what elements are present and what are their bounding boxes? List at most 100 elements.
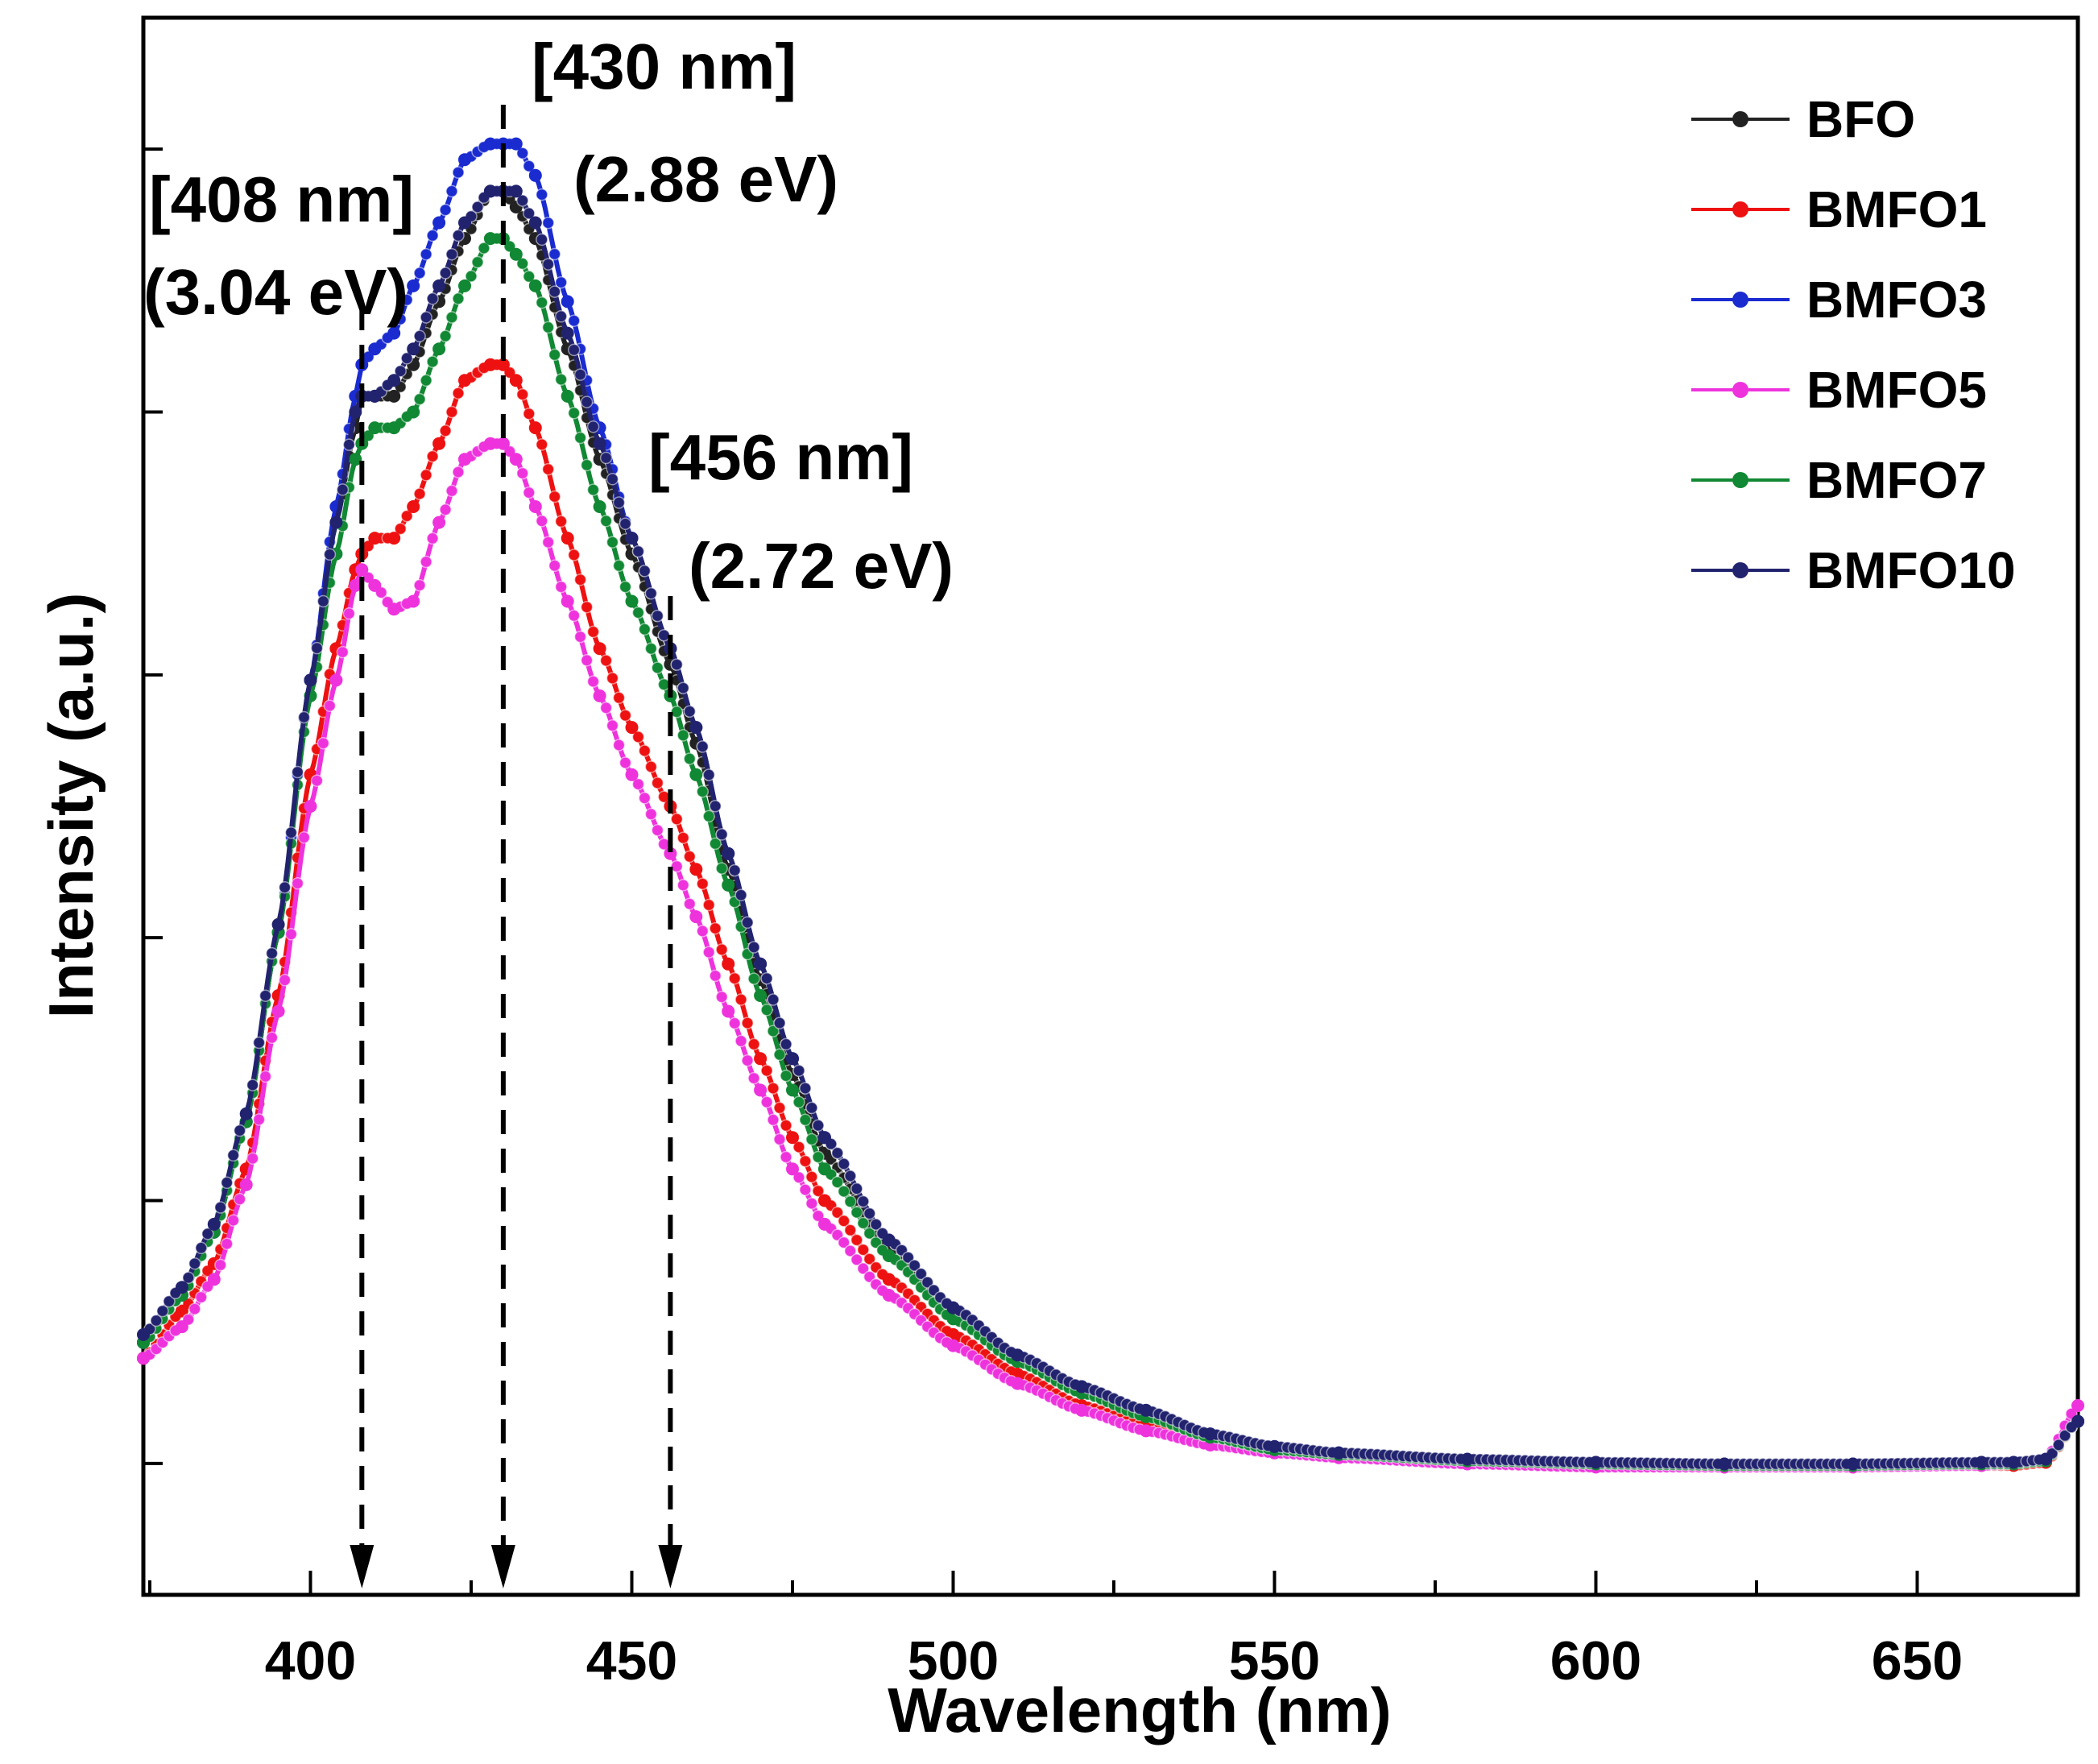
data-point xyxy=(593,500,606,513)
data-point xyxy=(226,1214,240,1227)
data-point xyxy=(458,453,471,466)
data-point xyxy=(387,532,401,545)
data-point xyxy=(741,1017,754,1029)
data-point xyxy=(2071,1399,2084,1412)
data-point xyxy=(914,1267,928,1281)
annotation-arrows xyxy=(350,105,683,1588)
data-point xyxy=(619,709,632,722)
data-point xyxy=(548,247,561,261)
data-point xyxy=(458,153,471,167)
data-point xyxy=(413,329,426,343)
data-point xyxy=(420,311,432,324)
data-point xyxy=(509,137,523,151)
data-point xyxy=(767,1082,780,1095)
x-tick-label: 550 xyxy=(1229,1630,1320,1692)
data-point xyxy=(586,625,600,639)
data-point xyxy=(728,1017,741,1030)
data-point xyxy=(400,352,413,365)
x-axis-title: Wavelength (nm) xyxy=(888,1675,1391,1745)
data-point xyxy=(908,1259,921,1272)
legend-label: BMFO5 xyxy=(1806,361,1987,419)
data-point xyxy=(593,689,606,702)
data-point xyxy=(857,1243,870,1257)
data-point xyxy=(536,233,548,246)
data-point xyxy=(817,1194,831,1207)
data-point xyxy=(452,387,465,400)
data-point xyxy=(805,1133,818,1146)
data-point xyxy=(683,752,697,765)
data-point xyxy=(226,1149,240,1162)
data-point xyxy=(857,1216,870,1230)
data-point xyxy=(722,957,735,971)
data-point xyxy=(291,765,304,779)
data-point xyxy=(722,847,735,860)
data-point xyxy=(644,760,658,773)
data-point xyxy=(239,1178,253,1191)
data-point xyxy=(567,343,581,357)
data-point xyxy=(946,1339,960,1352)
data-point xyxy=(2059,1429,2071,1443)
data-point xyxy=(844,1244,857,1257)
data-point xyxy=(741,916,754,930)
data-point xyxy=(863,1253,876,1265)
data-point xyxy=(780,1069,792,1083)
data-point xyxy=(2039,1452,2053,1466)
data-point xyxy=(554,580,568,594)
x-tick-label: 400 xyxy=(265,1630,356,1692)
data-point xyxy=(664,847,677,860)
data-point xyxy=(612,496,626,509)
data-point xyxy=(817,1217,831,1231)
data-point xyxy=(509,247,523,261)
data-point xyxy=(631,731,645,743)
data-point xyxy=(310,641,324,655)
data-point xyxy=(573,630,587,644)
data-point xyxy=(1075,1380,1089,1393)
data-point xyxy=(342,607,356,620)
data-point xyxy=(657,678,671,691)
data-point xyxy=(760,1004,773,1017)
data-point xyxy=(580,395,594,408)
data-point xyxy=(291,876,304,890)
data-point xyxy=(817,1131,831,1145)
data-point xyxy=(689,721,703,735)
data-point xyxy=(799,1113,812,1127)
data-point xyxy=(516,147,529,159)
data-point xyxy=(644,808,658,821)
data-point xyxy=(233,1193,246,1206)
data-point xyxy=(735,888,747,902)
data-point xyxy=(741,1054,754,1067)
data-point xyxy=(638,623,652,636)
data-point xyxy=(516,257,529,271)
legend-item-bmfo5: BMFO5 xyxy=(1691,361,1987,419)
data-point xyxy=(561,532,574,545)
data-point xyxy=(445,247,458,261)
data-point xyxy=(394,313,407,325)
data-point xyxy=(812,1209,825,1223)
data-point xyxy=(722,878,735,892)
data-point xyxy=(278,880,292,894)
data-point xyxy=(805,1101,818,1115)
data-point xyxy=(580,458,594,472)
y-axis-ticks xyxy=(143,147,163,1465)
data-point xyxy=(599,451,613,465)
data-point xyxy=(606,536,619,549)
data-point xyxy=(265,1031,279,1045)
data-point xyxy=(368,389,382,403)
annotation-430-nm: [430 nm] xyxy=(532,31,797,102)
data-point xyxy=(394,522,407,536)
data-point xyxy=(709,837,722,851)
data-point xyxy=(407,594,420,608)
data-point xyxy=(368,532,382,545)
data-point xyxy=(528,279,542,292)
data-point xyxy=(805,1197,818,1210)
data-point xyxy=(812,1150,825,1164)
data-point xyxy=(612,739,626,752)
data-point xyxy=(638,792,652,805)
data-point xyxy=(523,207,536,220)
annotation-430-ev: (2.88 eV) xyxy=(573,143,838,215)
data-point xyxy=(850,1233,863,1247)
data-point xyxy=(651,776,664,789)
data-point xyxy=(619,756,632,769)
data-point xyxy=(567,549,581,561)
data-point xyxy=(567,609,581,623)
